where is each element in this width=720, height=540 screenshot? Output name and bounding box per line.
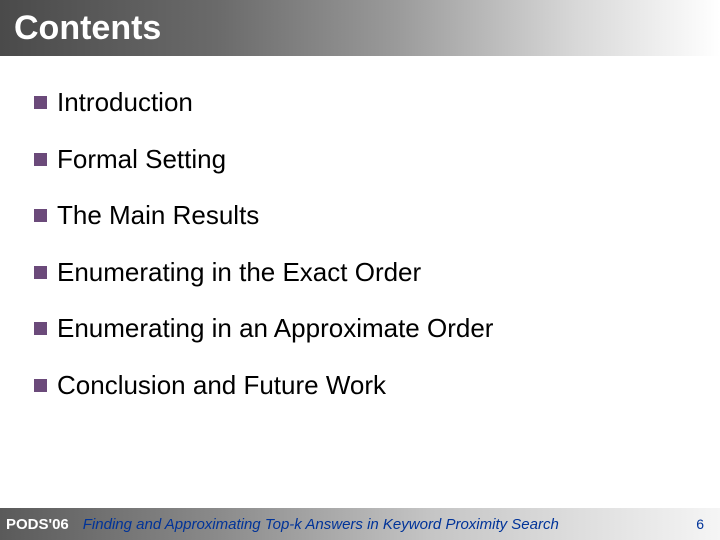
bullet-icon (34, 153, 47, 166)
slide-content: Introduction Formal Setting The Main Res… (0, 56, 720, 401)
page-number: 6 (696, 516, 704, 532)
bullet-icon (34, 96, 47, 109)
bullet-icon (34, 379, 47, 392)
bullet-icon (34, 266, 47, 279)
list-item: The Main Results (34, 199, 700, 232)
bullet-label: Introduction (57, 86, 193, 119)
slide-footer: PODS'06 Finding and Approximating Top-k … (0, 508, 720, 540)
bullet-label: Conclusion and Future Work (57, 369, 386, 402)
footer-talk-title: Finding and Approximating Top-k Answers … (83, 516, 559, 533)
bullet-label: The Main Results (57, 199, 259, 232)
list-item: Conclusion and Future Work (34, 369, 700, 402)
bullet-label: Enumerating in the Exact Order (57, 256, 421, 289)
list-item: Enumerating in the Exact Order (34, 256, 700, 289)
list-item: Formal Setting (34, 143, 700, 176)
bullet-icon (34, 209, 47, 222)
slide-title: Contents (14, 9, 161, 48)
bullet-label: Enumerating in an Approximate Order (57, 312, 493, 345)
slide-header: Contents (0, 0, 720, 56)
footer-venue: PODS'06 (6, 516, 69, 533)
list-item: Enumerating in an Approximate Order (34, 312, 700, 345)
list-item: Introduction (34, 86, 700, 119)
bullet-label: Formal Setting (57, 143, 226, 176)
bullet-icon (34, 322, 47, 335)
